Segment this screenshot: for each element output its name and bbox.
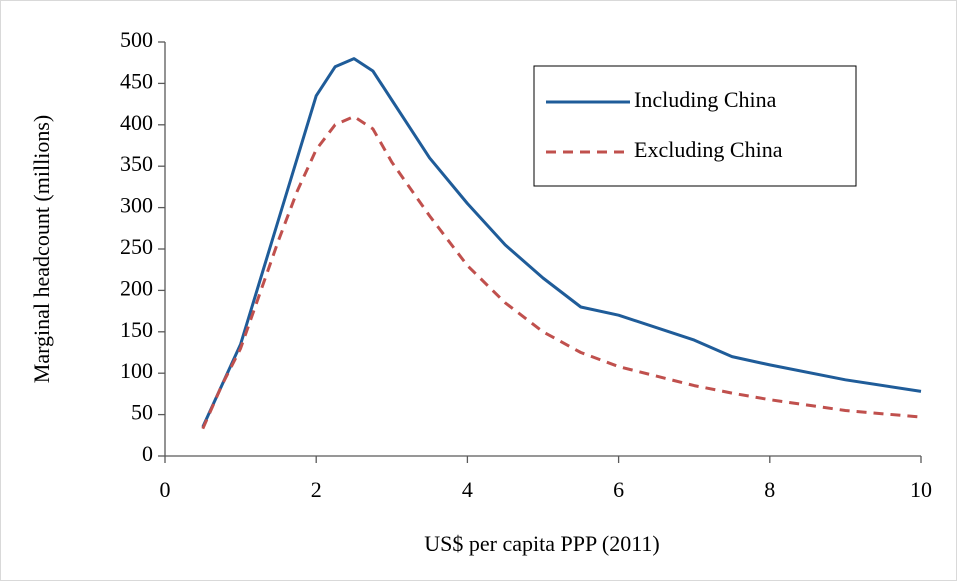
data-line (201, 115, 922, 430)
legend-label: Excluding China (634, 137, 783, 162)
x-tick-label: 6 (613, 477, 624, 502)
y-tick-label: 100 (120, 358, 153, 383)
y-tick-label: 400 (120, 110, 153, 135)
x-tick-label: 2 (311, 477, 322, 502)
x-axis-label: US$ per capita PPP (2011) (424, 531, 659, 556)
legend-box (533, 65, 857, 187)
data-line (201, 57, 922, 428)
y-tick-label: 200 (120, 275, 153, 300)
y-tick-label: 0 (142, 441, 153, 466)
x-tick-label: 10 (910, 477, 932, 502)
y-tick-label: 500 (120, 27, 153, 52)
y-axis-label: Marginal headcount (millions) (29, 115, 54, 383)
x-tick-label: 8 (764, 477, 775, 502)
legend-label: Including China (634, 87, 777, 112)
y-tick-label: 350 (120, 151, 153, 176)
y-tick-label: 300 (120, 193, 153, 218)
x-tick-label: 4 (462, 477, 473, 502)
y-tick-label: 50 (131, 400, 153, 425)
y-tick-label: 250 (120, 234, 153, 259)
y-tick-label: 450 (120, 68, 153, 93)
y-tick-label: 150 (120, 317, 153, 342)
x-tick-label: 0 (160, 477, 171, 502)
